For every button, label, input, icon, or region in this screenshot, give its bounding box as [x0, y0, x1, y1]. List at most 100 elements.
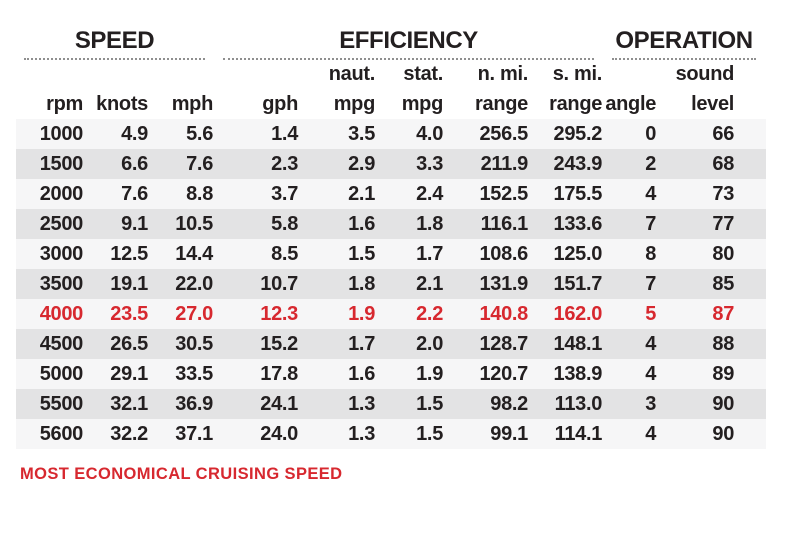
cell-sound-level: 90: [712, 392, 735, 415]
table-row: 3500 19.1 22.0 10.7 1.8 2.1 131.9 151.7 7 85: [16, 269, 767, 299]
col-top-nmi-range: n. mi.: [477, 63, 529, 85]
cell-nmi-range: 152.5: [479, 182, 529, 205]
cell-mph: 36.9: [175, 392, 214, 415]
cell-knots: 4.9: [121, 122, 148, 145]
cell-smi-range: 125.0: [553, 242, 603, 265]
table-row: 5600 32.2 37.1 24.0 1.3 1.5 99.1 114.1 4 90: [16, 419, 767, 449]
performance-table: SPEED EFFICIENCY OPERATION naut. stat. n…: [16, 26, 767, 449]
cell-rpm: 1000: [39, 122, 84, 145]
cell-stat-mpg: 2.4: [416, 182, 444, 205]
cell-sound-level: 85: [712, 272, 735, 295]
cell-knots: 6.6: [121, 152, 148, 175]
cell-naut-mpg: 2.9: [348, 152, 376, 175]
cell-rpm: 2500: [39, 212, 84, 235]
header-filler: [736, 86, 766, 119]
row-filler: [736, 119, 766, 149]
col-header-gph: gph: [262, 93, 299, 115]
table-row: 1000 4.9 5.6 1.4 3.5 4.0 256.5 295.2 0 66: [16, 119, 767, 149]
cell-nmi-range: 99.1: [490, 422, 529, 445]
cell-knots: 32.2: [110, 422, 148, 445]
cell-rpm: 5600: [39, 422, 84, 445]
group-header-row: SPEED EFFICIENCY OPERATION: [16, 26, 766, 60]
cell-angle: 0: [645, 122, 657, 145]
cell-stat-mpg: 1.8: [416, 212, 444, 235]
cell-sound-level: 68: [712, 152, 735, 175]
table-row: 4500 26.5 30.5 15.2 1.7 2.0 128.7 148.1 4 88: [16, 329, 767, 359]
col-header-nmi-range: range: [475, 93, 529, 115]
cell-nmi-range: 108.6: [479, 242, 529, 265]
cell-rpm: 3000: [39, 242, 84, 265]
cell-naut-mpg: 1.5: [348, 242, 376, 265]
cell-sound-level: 66: [712, 122, 735, 145]
cell-sound-level: 77: [712, 212, 735, 235]
cell-nmi-range: 128.7: [479, 332, 529, 355]
col-top-angle: [604, 60, 670, 86]
group-operation: OPERATION: [604, 26, 766, 60]
group-efficiency: EFFICIENCY: [215, 26, 604, 60]
col-header-knots: knots: [96, 93, 148, 115]
cell-knots: 26.5: [110, 332, 148, 355]
row-filler: [736, 419, 766, 449]
cell-mph: 30.5: [175, 332, 214, 355]
cell-rpm: 4000: [39, 302, 84, 325]
cell-naut-mpg: 1.3: [348, 392, 376, 415]
cell-gph: 3.7: [271, 182, 299, 205]
cell-smi-range: 133.6: [553, 212, 603, 235]
cell-nmi-range: 98.2: [490, 392, 529, 415]
col-header-angle: angle: [605, 93, 657, 115]
cell-naut-mpg: 1.6: [348, 362, 376, 385]
col-top-mph: [150, 60, 215, 86]
cell-stat-mpg: 1.5: [416, 422, 444, 445]
cell-stat-mpg: 1.9: [416, 362, 444, 385]
cell-smi-range: 148.1: [553, 332, 603, 355]
col-header-mph: mph: [171, 93, 214, 115]
table-row: 5500 32.1 36.9 24.1 1.3 1.5 98.2 113.0 3 90: [16, 389, 767, 419]
cell-gph: 2.3: [271, 152, 299, 175]
cell-stat-mpg: 2.0: [416, 332, 444, 355]
cell-angle: 7: [645, 272, 657, 295]
col-top-knots: [85, 60, 150, 86]
cell-angle: 4: [645, 422, 657, 445]
cell-smi-range: 138.9: [553, 362, 603, 385]
table-row: 3000 12.5 14.4 8.5 1.5 1.7 108.6 125.0 8 80: [16, 239, 767, 269]
cell-knots: 12.5: [110, 242, 148, 265]
cell-mph: 33.5: [175, 362, 214, 385]
cell-rpm: 2000: [39, 182, 84, 205]
table-row: 2500 9.1 10.5 5.8 1.6 1.8 116.1 133.6 7 77: [16, 209, 767, 239]
cell-gph: 17.8: [260, 362, 299, 385]
cell-stat-mpg: 3.3: [416, 152, 444, 175]
cell-sound-level: 73: [712, 182, 735, 205]
cell-nmi-range: 131.9: [479, 272, 529, 295]
cell-angle: 5: [645, 302, 657, 325]
cell-rpm: 1500: [39, 152, 84, 175]
cell-rpm: 5500: [39, 392, 84, 415]
cell-sound-level: 80: [712, 242, 735, 265]
table-row: 2000 7.6 8.8 3.7 2.1 2.4 152.5 175.5 4 73: [16, 179, 767, 209]
cell-angle: 4: [645, 182, 657, 205]
cell-rpm: 4500: [39, 332, 84, 355]
cell-naut-mpg: 1.9: [348, 302, 376, 325]
row-filler: [736, 269, 766, 299]
cell-gph: 1.4: [271, 122, 299, 145]
table-row: 5000 29.1 33.5 17.8 1.6 1.9 120.7 138.9 4 89: [16, 359, 767, 389]
row-filler: [736, 389, 766, 419]
cell-nmi-range: 140.8: [479, 302, 529, 325]
cell-angle: 4: [645, 332, 657, 355]
group-speed-label: SPEED: [24, 27, 206, 60]
cell-sound-level: 90: [712, 422, 735, 445]
cell-angle: 7: [645, 212, 657, 235]
cell-angle: 8: [645, 242, 657, 265]
cell-gph: 24.0: [260, 422, 299, 445]
cell-mph: 37.1: [175, 422, 214, 445]
row-filler: [736, 329, 766, 359]
cell-nmi-range: 116.1: [480, 212, 529, 235]
economical-speed-note: MOST ECONOMICAL CRUISING SPEED: [20, 465, 343, 483]
cell-naut-mpg: 1.6: [348, 212, 376, 235]
cell-nmi-range: 120.7: [479, 362, 529, 385]
row-filler: [736, 239, 766, 269]
cell-gph: 8.5: [271, 242, 299, 265]
row-filler: [736, 359, 766, 389]
row-filler: [736, 299, 766, 329]
cell-stat-mpg: 2.1: [416, 272, 444, 295]
cell-gph: 5.8: [271, 212, 299, 235]
